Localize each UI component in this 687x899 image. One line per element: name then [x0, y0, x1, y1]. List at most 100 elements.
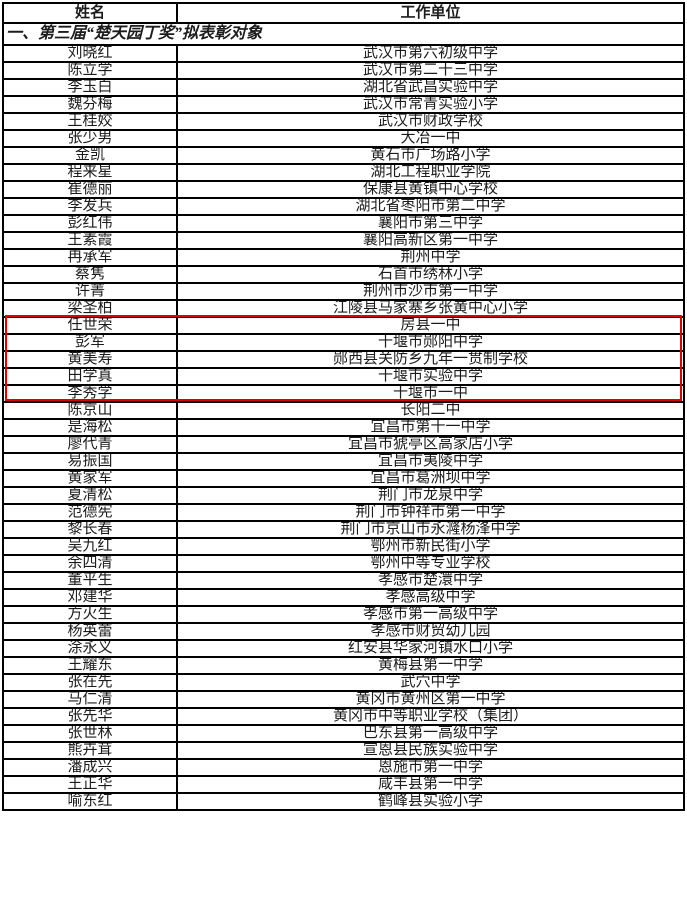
table-row: 彭军 十堰市郧阳中学	[2, 333, 685, 352]
table-row: 魏芬梅 武汉市常青实验小学	[2, 95, 685, 114]
document-page: 姓名 工作单位 一、第三届“楚天园丁奖”拟表彰对象 刘晓红 武汉市第六初级中学 …	[2, 2, 685, 811]
column-header-name: 姓名	[2, 2, 178, 24]
name-cell: 涂永义	[2, 639, 178, 658]
name-cell: 张少男	[2, 129, 178, 148]
unit-cell: 黄梅县第一中学	[176, 656, 685, 675]
name-cell: 董平生	[2, 571, 178, 590]
unit-cell: 石首市绣林小学	[176, 265, 685, 284]
name-cell: 李发兵	[2, 197, 178, 216]
table-row: 金凯 黄石市广场路小学	[2, 146, 685, 165]
unit-cell: 恩施市第一中学	[176, 758, 685, 777]
unit-cell: 荆门市京山市永漋杨浲中学	[176, 520, 685, 539]
name-cell: 邓建华	[2, 588, 178, 607]
name-cell: 张世林	[2, 724, 178, 743]
unit-cell: 咸丰县第一中学	[176, 775, 685, 794]
unit-cell: 红安县华家河镇水口小学	[176, 639, 685, 658]
table-row: 许菁 荆州市沙市第一中学	[2, 282, 685, 301]
table-row: 刘晓红 武汉市第六初级中学	[2, 44, 685, 63]
table-row: 杨英蕾 孝感市财贸幼儿园	[2, 622, 685, 641]
unit-cell: 宜昌市第十一中学	[176, 418, 685, 437]
table-header: 姓名 工作单位 一、第三届“楚天园丁奖”拟表彰对象	[2, 2, 685, 46]
unit-cell: 孝感市楚澴中学	[176, 571, 685, 590]
unit-cell: 大冶一中	[176, 129, 685, 148]
table-row: 任世荣 房县一中	[2, 316, 685, 335]
unit-cell: 宜昌市夷陵中学	[176, 452, 685, 471]
name-cell: 吴九红	[2, 537, 178, 556]
name-cell: 潘成兴	[2, 758, 178, 777]
unit-cell: 十堰市郧阳中学	[176, 333, 685, 352]
unit-cell: 武汉市财政学校	[176, 112, 685, 131]
name-cell: 王桂姣	[2, 112, 178, 131]
name-cell: 魏芬梅	[2, 95, 178, 114]
table-row: 喻东红 鹤峰县实验小学	[2, 792, 685, 811]
table-body: 刘晓红 武汉市第六初级中学 陈立学 武汉市第二十三中学 李玉白 湖北省武昌实验中…	[2, 44, 685, 811]
table-row: 易振国 宜昌市夷陵中学	[2, 452, 685, 471]
table-row: 吴九红 鄂州市新民街小学	[2, 537, 685, 556]
name-cell: 喻东红	[2, 792, 178, 811]
name-cell: 陈立学	[2, 61, 178, 80]
name-cell: 范德宪	[2, 503, 178, 522]
name-cell: 任世荣	[2, 316, 178, 335]
unit-cell: 黄石市广场路小学	[176, 146, 685, 165]
name-cell: 梁圣柏	[2, 299, 178, 318]
table-row: 王素霞 襄阳高新区第一中学	[2, 231, 685, 250]
unit-cell: 襄阳市第三中学	[176, 214, 685, 233]
unit-cell: 武穴中学	[176, 673, 685, 692]
table-row: 张世林 巴东县第一高级中学	[2, 724, 685, 743]
unit-cell: 孝感市第一高级中学	[176, 605, 685, 624]
unit-cell: 荆门市钟祥市第一中学	[176, 503, 685, 522]
name-cell: 是海松	[2, 418, 178, 437]
unit-cell: 鄂州市新民街小学	[176, 537, 685, 556]
unit-cell: 襄阳高新区第一中学	[176, 231, 685, 250]
table-row: 王正华 咸丰县第一中学	[2, 775, 685, 794]
table-row: 彭红伟 襄阳市第三中学	[2, 214, 685, 233]
name-cell: 李秀学	[2, 384, 178, 403]
table-row: 邓建华 孝感高级中学	[2, 588, 685, 607]
table-row: 田学真 十堰市实验中学	[2, 367, 685, 386]
unit-cell: 黄冈市中等职业学校（集团）	[176, 707, 685, 726]
table-row: 崔德丽 保康县黄镇中心学校	[2, 180, 685, 199]
unit-cell: 孝感高级中学	[176, 588, 685, 607]
name-cell: 易振国	[2, 452, 178, 471]
unit-cell: 宜昌市葛洲坝中学	[176, 469, 685, 488]
name-cell: 黄美寿	[2, 350, 178, 369]
table-row: 梁圣柏 江陵县马家寨乡张黄中心小学	[2, 299, 685, 318]
column-header-work-unit: 工作单位	[176, 2, 685, 24]
table-row: 李秀学 十堰市一中	[2, 384, 685, 403]
unit-cell: 荆门市龙泉中学	[176, 486, 685, 505]
table-row: 李发兵 湖北省枣阳市第二中学	[2, 197, 685, 216]
unit-cell: 鄂州中等专业学校	[176, 554, 685, 573]
table-row: 余四清 鄂州中等专业学校	[2, 554, 685, 573]
table-row: 张少男 大冶一中	[2, 129, 685, 148]
table-row: 陈立学 武汉市第二十三中学	[2, 61, 685, 80]
section-title: 一、第三届“楚天园丁奖”拟表彰对象	[2, 22, 685, 46]
table-row: 黄家军 宜昌市葛洲坝中学	[2, 469, 685, 488]
name-cell: 黎长春	[2, 520, 178, 539]
name-cell: 蔡隽	[2, 265, 178, 284]
name-cell: 王耀东	[2, 656, 178, 675]
name-cell: 田学真	[2, 367, 178, 386]
unit-cell: 长阳二中	[176, 401, 685, 420]
name-cell: 金凯	[2, 146, 178, 165]
name-cell: 程来星	[2, 163, 178, 182]
section-title-row: 一、第三届“楚天园丁奖”拟表彰对象	[2, 22, 685, 46]
header-row: 姓名 工作单位	[2, 2, 685, 24]
name-cell: 马仁清	[2, 690, 178, 709]
table-row: 马仁清 黄冈市黄州区第一中学	[2, 690, 685, 709]
unit-cell: 湖北省武昌实验中学	[176, 78, 685, 97]
unit-cell: 武汉市第六初级中学	[176, 44, 685, 63]
table-row: 方火生 孝感市第一高级中学	[2, 605, 685, 624]
table-row: 李玉白 湖北省武昌实验中学	[2, 78, 685, 97]
table-row: 王桂姣 武汉市财政学校	[2, 112, 685, 131]
unit-cell: 宣恩县民族实验中学	[176, 741, 685, 760]
unit-cell: 武汉市常青实验小学	[176, 95, 685, 114]
unit-cell: 荆州中学	[176, 248, 685, 267]
table-row: 陈京山 长阳二中	[2, 401, 685, 420]
name-cell: 廖代青	[2, 435, 178, 454]
name-cell: 杨英蕾	[2, 622, 178, 641]
name-cell: 崔德丽	[2, 180, 178, 199]
table-row: 潘成兴 恩施市第一中学	[2, 758, 685, 777]
table-row: 黄美寿 郧西县关防乡九年一贯制学校	[2, 350, 685, 369]
unit-cell: 房县一中	[176, 316, 685, 335]
name-cell: 彭军	[2, 333, 178, 352]
